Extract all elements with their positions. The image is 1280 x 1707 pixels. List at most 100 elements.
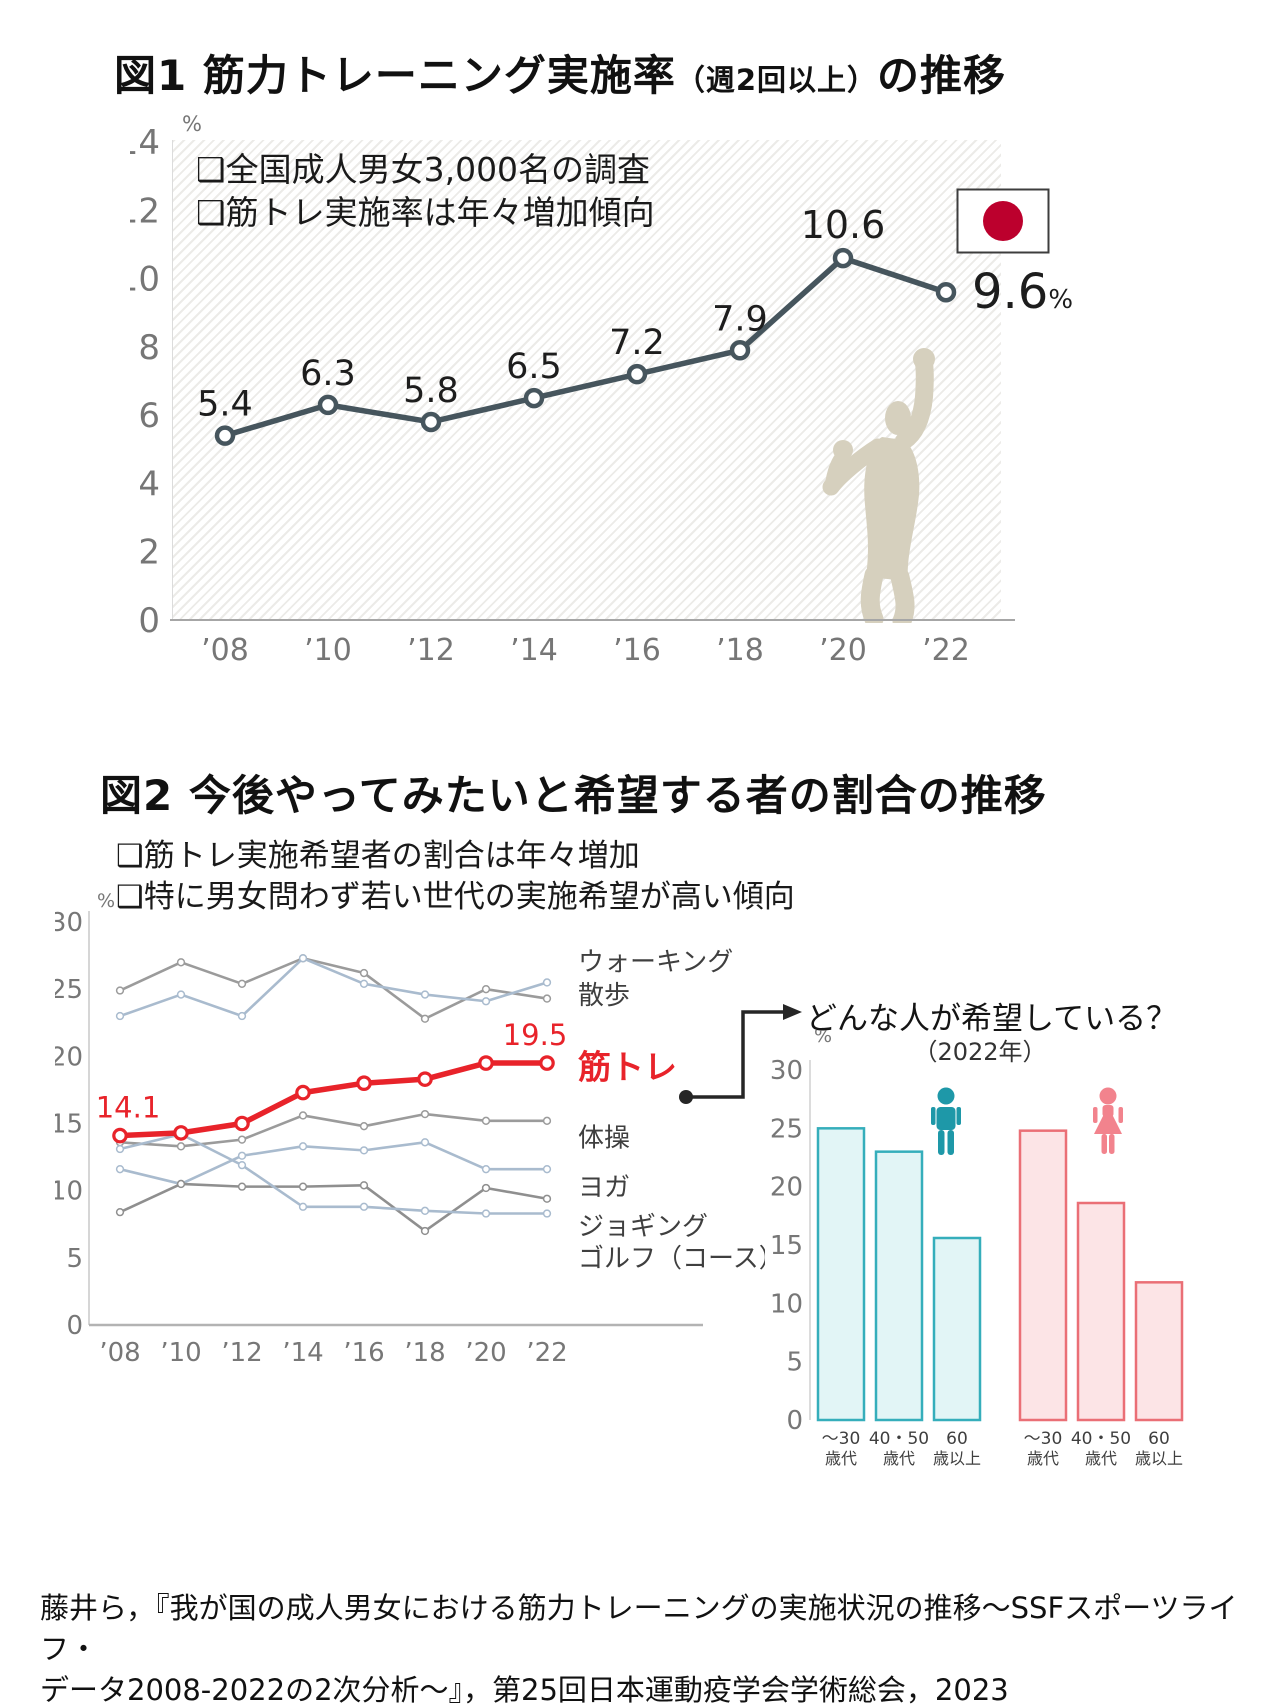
svg-text:ジョギング: ジョギング — [578, 1212, 708, 1242]
svg-text:8: 8 — [138, 328, 160, 368]
svg-text:19.5: 19.5 — [503, 1018, 568, 1052]
svg-text:6: 6 — [138, 396, 160, 436]
svg-text:散歩: 散歩 — [578, 981, 630, 1011]
figure1-title-paren: （週2回以上） — [675, 63, 878, 97]
citation-footer: 藤井ら，『我が国の成人男女における筋力トレーニングの実施状況の推移～SSFスポー… — [40, 1588, 1250, 1707]
figure2-notes: ❑筋トレ実施希望者の割合は年々増加 ❑特に男女問わず若い世代の実施希望が高い傾向 — [116, 836, 795, 918]
svg-text:’16: ’16 — [343, 1338, 384, 1368]
svg-text:20: 20 — [770, 1173, 803, 1203]
citation-line-2: データ2008-2022の2次分析～』，第25回日本運動疫学会学術総会，2023 — [40, 1673, 1009, 1707]
svg-text:10.6: 10.6 — [801, 203, 886, 247]
svg-text:12: 12 — [130, 191, 160, 231]
figure2-note-2: ❑特に男女問わず若い世代の実施希望が高い傾向 — [116, 879, 795, 915]
svg-text:25: 25 — [770, 1114, 803, 1144]
japan-flag-icon — [956, 188, 1050, 254]
svg-text:～30: ～30 — [822, 1429, 861, 1449]
svg-text:’14: ’14 — [282, 1338, 323, 1368]
svg-text:60: 60 — [1148, 1429, 1170, 1449]
svg-text:20: 20 — [55, 1042, 83, 1072]
svg-text:25: 25 — [55, 975, 83, 1005]
svg-text:歳代: 歳代 — [1027, 1449, 1059, 1468]
series-ゴルフ（コース） — [115, 1130, 552, 1218]
series-ジョギング — [115, 1179, 552, 1236]
svg-text:5.8: 5.8 — [403, 371, 459, 411]
svg-text:’22: ’22 — [922, 633, 970, 668]
svg-text:5: 5 — [66, 1244, 83, 1274]
svg-text:’10: ’10 — [304, 633, 352, 668]
svg-text:’08: ’08 — [99, 1338, 140, 1368]
male-icon — [931, 1087, 961, 1155]
figure1-note-1: ❑全国成人男女3,000名の調査 — [196, 150, 651, 189]
series-筋トレ — [112, 1055, 555, 1144]
figure2-activities-line-chart: 0 5 10 15 20 25 30% ’08 ’10 ’12 ’14 ’16 ’18 ’20 ’22 ウォー… — [55, 893, 765, 1368]
callout-connector-arrow — [679, 1004, 802, 1104]
svg-text:’12: ’12 — [407, 633, 455, 668]
svg-text:ヨガ: ヨガ — [578, 1173, 630, 1203]
svg-text:歳以上: 歳以上 — [933, 1449, 981, 1468]
svg-text:%: % — [182, 115, 202, 136]
svg-text:7.9: 7.9 — [712, 299, 768, 339]
svg-text:40・50: 40・50 — [1071, 1429, 1131, 1449]
svg-text:%: % — [97, 893, 115, 912]
svg-text:%: % — [814, 1030, 832, 1047]
svg-text:7.2: 7.2 — [609, 323, 665, 363]
svg-text:2: 2 — [138, 533, 160, 573]
svg-text:’22: ’22 — [526, 1338, 567, 1368]
svg-text:’18: ’18 — [716, 633, 764, 668]
figure2-title: 図2 今後やってみたいと希望する者の割合の推移 — [100, 771, 1047, 820]
svg-text:60: 60 — [946, 1429, 968, 1449]
series-ヨガ — [115, 1138, 552, 1189]
series-散歩 — [115, 954, 552, 1021]
svg-text:筋トレ: 筋トレ — [578, 1048, 677, 1087]
svg-text:9.6%: 9.6% — [972, 264, 1073, 320]
svg-text:30: 30 — [55, 908, 83, 938]
svg-text:0: 0 — [66, 1311, 83, 1341]
svg-text:0: 0 — [138, 601, 160, 641]
svg-text:’08: ’08 — [201, 633, 249, 668]
figure1-title-main: 図1 筋力トレーニング実施率 — [114, 51, 676, 100]
svg-text:15: 15 — [55, 1110, 83, 1140]
svg-text:’20: ’20 — [465, 1338, 506, 1368]
svg-text:10: 10 — [55, 1177, 83, 1207]
svg-text:0: 0 — [786, 1406, 803, 1436]
bodybuilder-silhouette-icon — [822, 348, 935, 623]
figure2-note-1: ❑筋トレ実施希望者の割合は年々増加 — [116, 838, 640, 874]
svg-text:4: 4 — [138, 464, 160, 504]
svg-text:6.5: 6.5 — [506, 347, 562, 387]
female-icon — [1093, 1087, 1123, 1154]
svg-text:6.3: 6.3 — [300, 354, 356, 394]
figure1-note-2: ❑筋トレ実施率は年々増加傾向 — [196, 193, 655, 232]
figure1-plot-background — [172, 140, 1001, 620]
svg-text:14.1: 14.1 — [96, 1091, 161, 1125]
svg-text:30: 30 — [770, 1056, 803, 1086]
svg-text:歳以上: 歳以上 — [1135, 1449, 1183, 1468]
svg-text:’12: ’12 — [221, 1338, 262, 1368]
svg-text:14: 14 — [130, 123, 160, 163]
svg-text:5.4: 5.4 — [197, 385, 253, 425]
series-ウォーキング — [115, 954, 552, 1023]
svg-text:’14: ’14 — [510, 633, 558, 668]
svg-text:5: 5 — [786, 1348, 803, 1378]
citation-line-1: 藤井ら，『我が国の成人男女における筋力トレーニングの実施状況の推移～SSFスポー… — [40, 1591, 1238, 1666]
figure1-title: 図1 筋力トレーニング実施率（週2回以上）の推移 — [114, 42, 1006, 103]
svg-text:ゴルフ（コース）: ゴルフ（コース） — [578, 1244, 765, 1274]
svg-text:’20: ’20 — [819, 633, 867, 668]
svg-text:15: 15 — [770, 1231, 803, 1261]
svg-text:～30: ～30 — [1024, 1429, 1063, 1449]
svg-text:歳代: 歳代 — [1085, 1449, 1117, 1468]
svg-text:10: 10 — [130, 260, 160, 300]
svg-text:10: 10 — [770, 1289, 803, 1319]
callout-title: どんな人が希望している？ — [806, 1001, 1178, 1037]
svg-text:40・50: 40・50 — [869, 1429, 929, 1449]
svg-text:’18: ’18 — [404, 1338, 445, 1368]
svg-text:歳代: 歳代 — [825, 1449, 857, 1468]
figure1-title-suffix: の推移 — [877, 51, 1007, 100]
svg-text:’16: ’16 — [613, 633, 661, 668]
svg-text:体操: 体操 — [578, 1123, 630, 1153]
figure1-notes: ❑全国成人男女3,000名の調査 ❑筋トレ実施率は年々増加傾向 — [196, 148, 655, 234]
figure2-demographics-bar-chart: 051015202530%～30歳代40・50歳代60歳以上～30歳代40・50… — [770, 1030, 1184, 1468]
svg-text:’10: ’10 — [160, 1338, 201, 1368]
svg-text:歳代: 歳代 — [883, 1449, 915, 1468]
svg-text:ウォーキング: ウォーキング — [578, 947, 733, 977]
